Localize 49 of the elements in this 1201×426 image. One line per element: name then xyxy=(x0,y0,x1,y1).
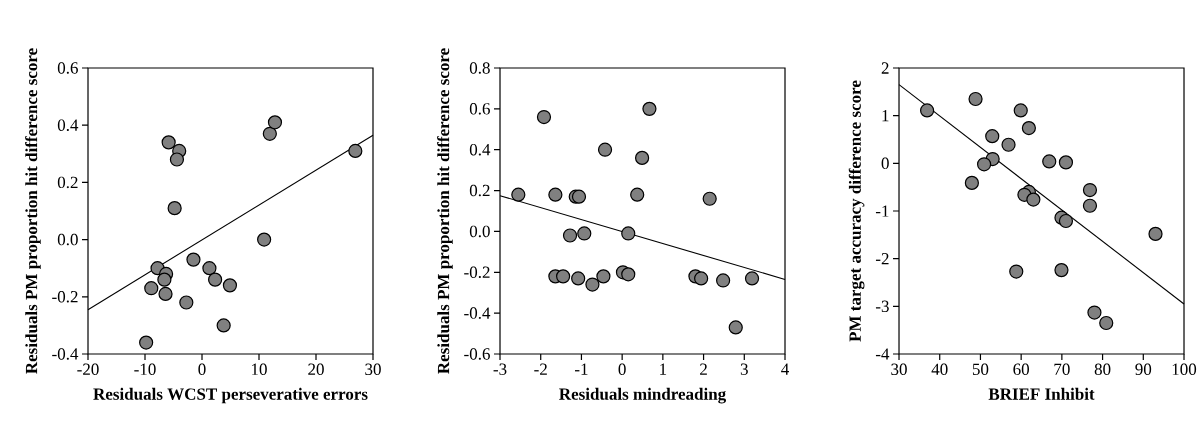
x-tick-label: 20 xyxy=(308,363,324,376)
x-tick-label: -1 xyxy=(574,363,588,375)
x-axis-title: Residuals WCST perseverative errors xyxy=(93,387,368,404)
x-tick-label: 40 xyxy=(931,363,948,376)
x-tick-label: 60 xyxy=(1013,363,1030,376)
x-tick-label: -10 xyxy=(134,363,156,376)
y-tick-label: -1 xyxy=(875,205,889,217)
y-tick-label: 0.4 xyxy=(57,119,79,131)
y-tick-label: 1 xyxy=(882,110,889,122)
x-tick-label: 0 xyxy=(618,363,626,376)
x-tick-label: 10 xyxy=(251,363,267,376)
y-tick-label: -2 xyxy=(875,253,889,265)
x-tick-label: 30 xyxy=(891,363,907,376)
x-tick-label: 70 xyxy=(1054,363,1070,376)
x-tick-label: 3 xyxy=(740,363,748,375)
y-tick-label: 2 xyxy=(881,62,889,74)
y-tick-label: 0.6 xyxy=(469,103,490,115)
y-tick-label: 0.0 xyxy=(469,225,490,238)
x-tick-label: -20 xyxy=(77,363,99,376)
x-tick-label: 1 xyxy=(660,363,667,375)
y-tick-label: 0.4 xyxy=(469,143,491,156)
y-tick-label: -0.4 xyxy=(464,307,491,319)
y-tick-label: 0.6 xyxy=(57,62,78,74)
x-tick-label: 90 xyxy=(1135,363,1152,376)
y-axis-title: Residuals PM proportion hit difference score xyxy=(25,48,41,374)
y-tick-label: 0.2 xyxy=(469,184,490,197)
y-tick-label: -4 xyxy=(875,348,890,360)
y-tick-label: -3 xyxy=(875,300,889,313)
y-tick-label: -0.2 xyxy=(52,291,78,303)
x-axis-title: Residuals mindreading xyxy=(559,387,727,404)
x-tick-label: 100 xyxy=(1172,363,1197,376)
y-tick-label: 0.2 xyxy=(57,176,78,189)
x-axis-title: BRIEF Inhibit xyxy=(988,387,1095,400)
y-tick-label: -0.2 xyxy=(464,266,490,279)
x-tick-label: 30 xyxy=(365,363,381,376)
y-tick-label: -0.4 xyxy=(52,348,79,360)
x-tick-label: 0 xyxy=(198,363,206,376)
y-tick-label: 0 xyxy=(881,157,889,170)
x-tick-label: -2 xyxy=(534,363,547,375)
y-tick-label: -0.6 xyxy=(464,348,490,360)
x-tick-label: 50 xyxy=(972,363,989,376)
x-tick-label: 2 xyxy=(700,363,707,375)
x-tick-label: 4 xyxy=(781,363,789,375)
y-axis-title: Residuals PM proportion hit difference score xyxy=(437,48,453,374)
x-tick-label: 80 xyxy=(1094,363,1111,376)
x-tick-label: -3 xyxy=(493,363,507,375)
y-axis-title: PM target accuracy difference score xyxy=(848,80,865,342)
y-tick-label: 0.8 xyxy=(469,62,490,74)
y-tick-label: 0.0 xyxy=(57,233,78,246)
